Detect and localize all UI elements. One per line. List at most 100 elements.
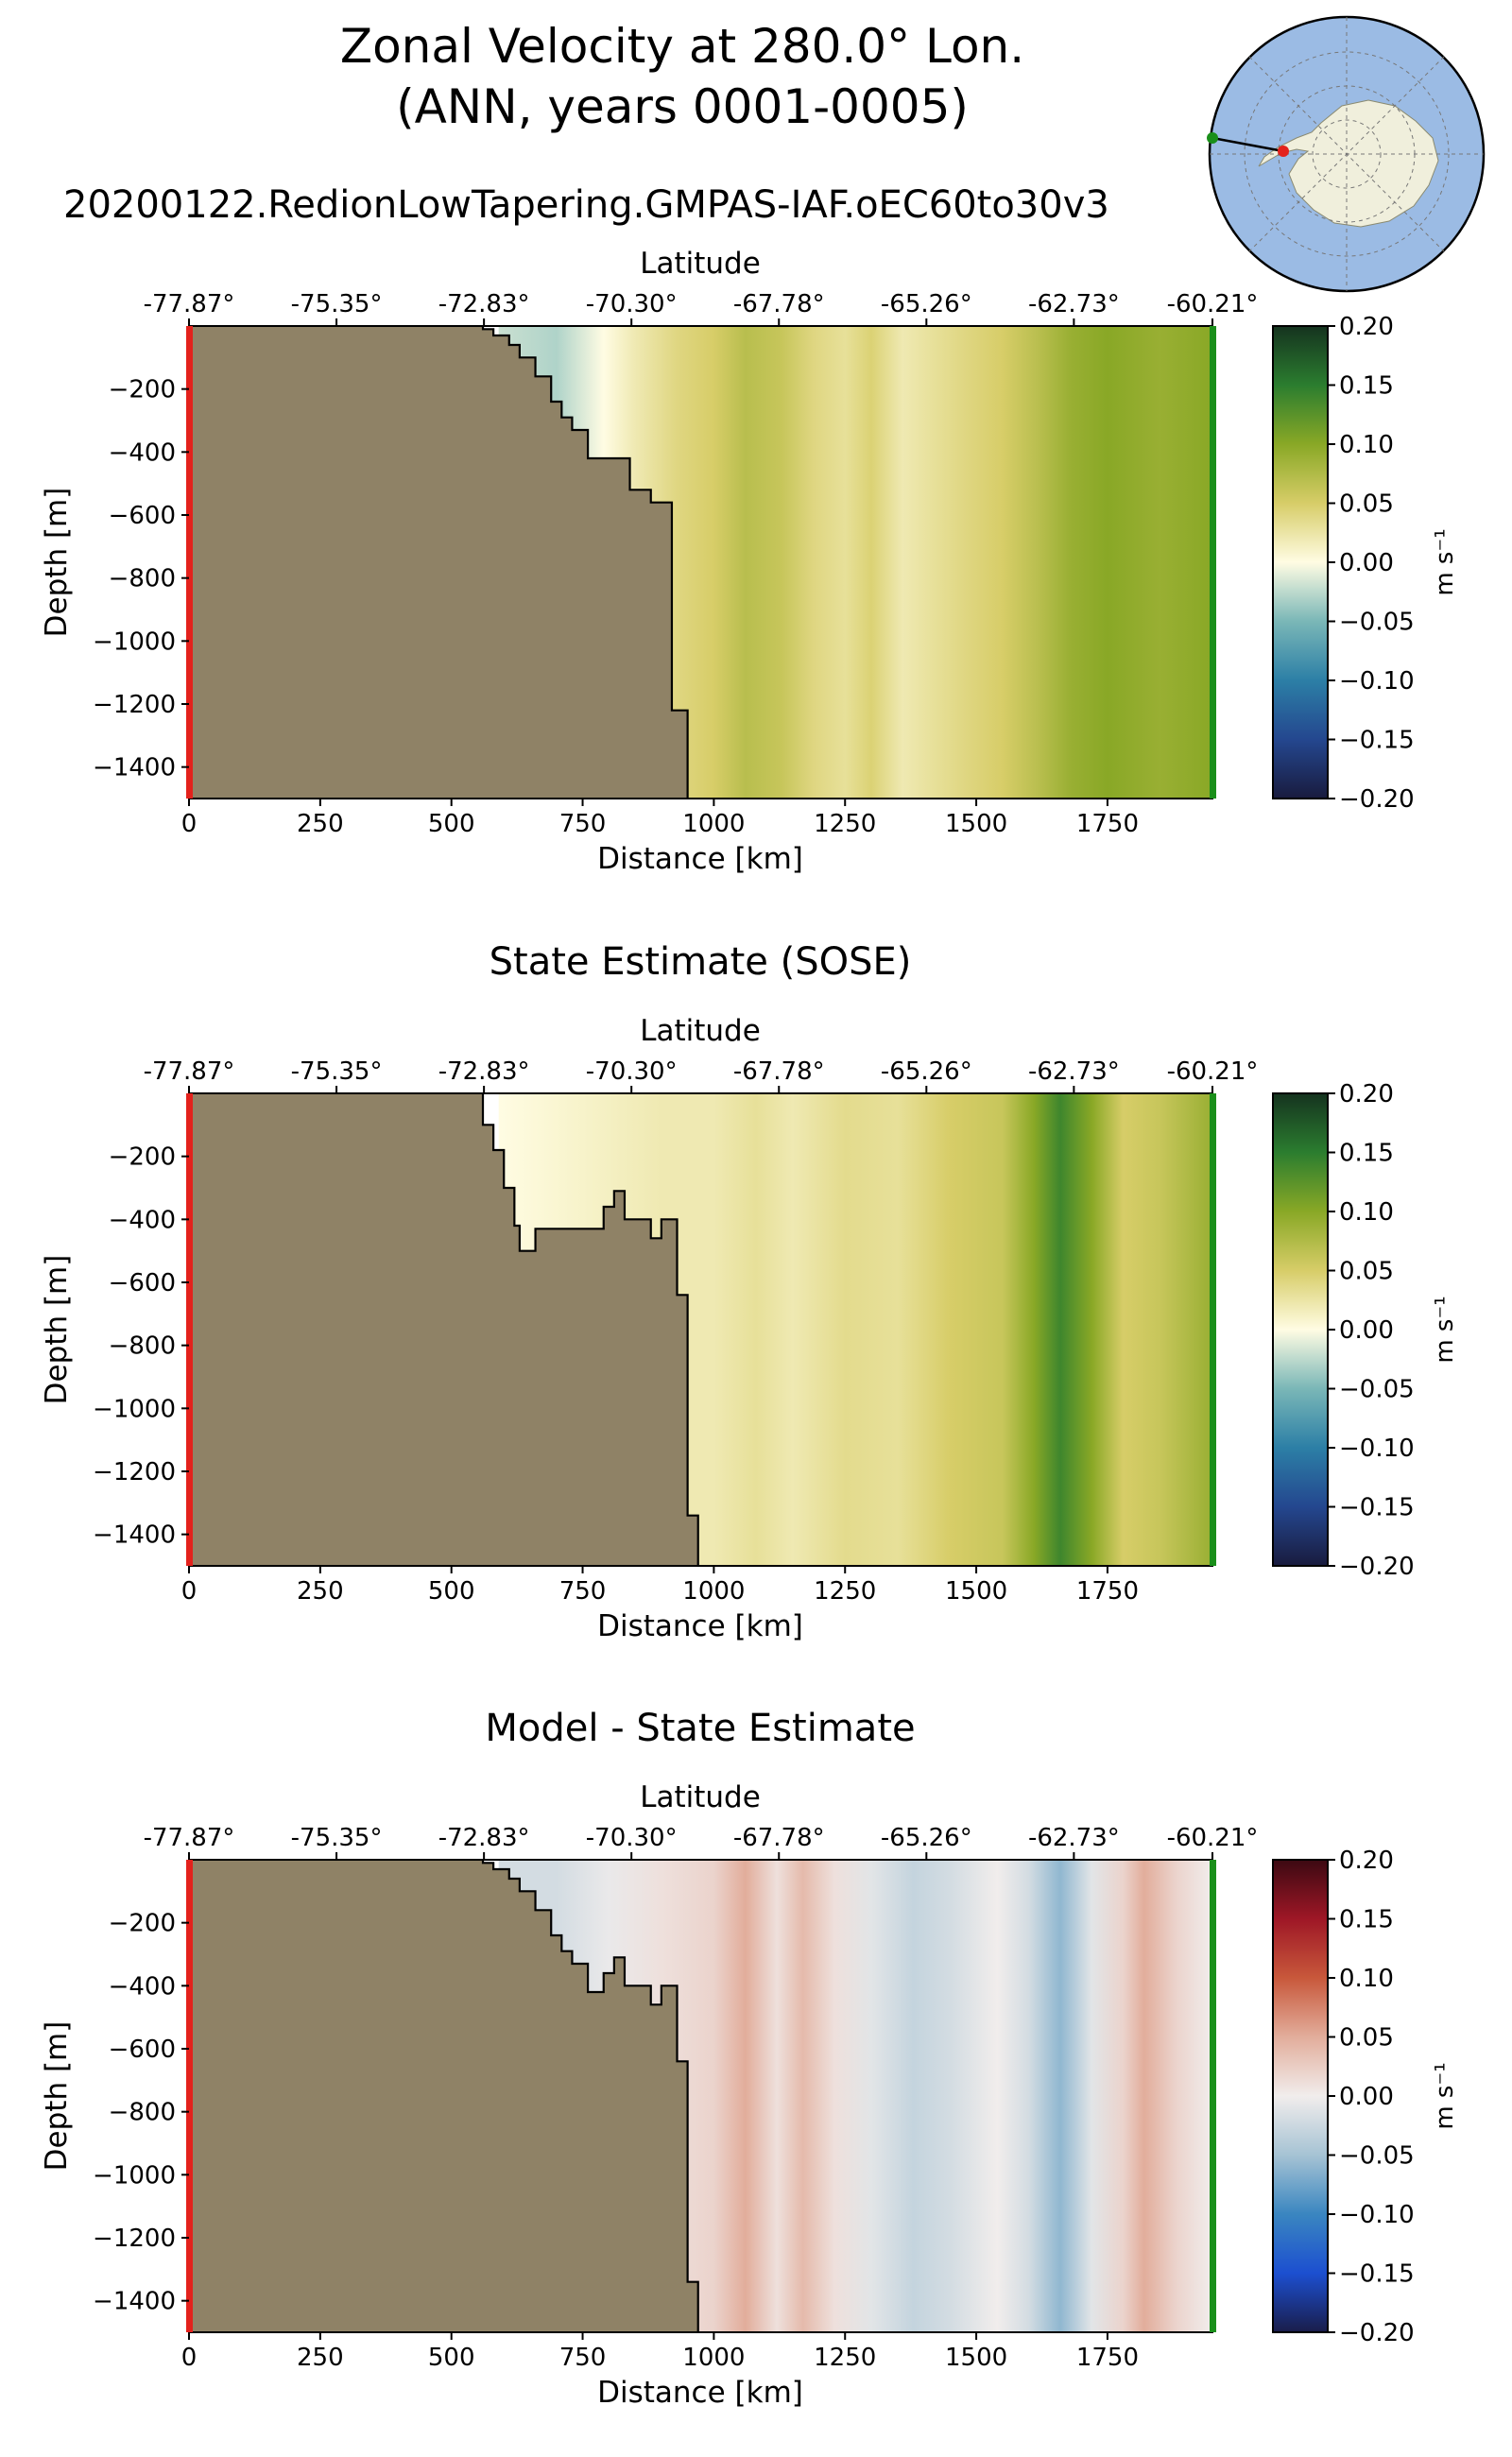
- x-tick-label: 250: [297, 2344, 344, 2372]
- map-transect-start: [1278, 146, 1289, 157]
- y-tick-label: −1400: [93, 2288, 176, 2316]
- y-tick-label: −1400: [93, 754, 176, 782]
- colorbar-tick-label: −0.15: [1339, 727, 1415, 755]
- colorbar-tick-label: 0.10: [1339, 1965, 1394, 1993]
- y-tick-label: −1400: [93, 1521, 176, 1550]
- bathymetry-land: [189, 1860, 698, 2332]
- colorbar-tick-label: 0.05: [1339, 490, 1394, 519]
- colorbar-tick-label: −0.10: [1339, 2201, 1415, 2229]
- transect-start-marker: [186, 1860, 193, 2332]
- y-tick-label: −800: [109, 565, 176, 593]
- x-tick-label: 250: [297, 1577, 344, 1606]
- bathymetry-outline: [481, 1093, 699, 1566]
- colorbar-tick-label: 0.05: [1339, 1258, 1394, 1286]
- y-tick-label: −200: [109, 1910, 176, 1938]
- lat-tick-label: -75.35°: [291, 1057, 383, 1086]
- x-tick-label: 500: [428, 810, 475, 838]
- lat-tick-label: -70.30°: [586, 1057, 678, 1086]
- lat-tick-label: -60.21°: [1167, 1824, 1259, 1852]
- x-tick-label: 0: [181, 1577, 198, 1606]
- colorbar-tick-label: 0.05: [1339, 2024, 1394, 2053]
- lat-tick-label: -67.78°: [733, 290, 825, 318]
- colorbar-tick-label: −0.05: [1339, 609, 1415, 637]
- map-antarctica: [1258, 99, 1439, 228]
- colorbar-tick-label: −0.20: [1339, 1553, 1415, 1581]
- x-tick-label: 1000: [682, 810, 745, 838]
- x-axis-label: Distance [km]: [597, 1609, 803, 1643]
- colorbar-tick-label: 0.20: [1339, 1847, 1394, 1875]
- transect-end-marker: [1210, 1093, 1216, 1566]
- lat-tick-label: -65.26°: [881, 290, 972, 318]
- lat-tick-label: -77.87°: [144, 1057, 235, 1086]
- colorbar: [1272, 325, 1329, 799]
- y-tick-label: −1000: [93, 1395, 176, 1423]
- y-tick-label: −400: [109, 438, 176, 467]
- lat-tick-label: -75.35°: [291, 290, 383, 318]
- colorbar-label: m s⁻¹: [1431, 1296, 1459, 1363]
- lat-tick-label: -72.83°: [438, 290, 530, 318]
- y-tick-label: −800: [109, 1332, 176, 1361]
- x-tick-label: 500: [428, 1577, 475, 1606]
- x-tick-label: 250: [297, 810, 344, 838]
- transect-location-map: [1207, 15, 1486, 293]
- colorbar-tick-label: 0.15: [1339, 1140, 1394, 1168]
- lat-tick-label: -72.83°: [438, 1824, 530, 1852]
- chart-panel-2: State Estimate (SOSE) 0 250 500 750 1000 1250 1…: [40, 940, 1459, 1643]
- x-tick-label: 750: [559, 1577, 607, 1606]
- y-tick-label: −1200: [93, 1458, 176, 1486]
- bathymetry-land: [189, 326, 688, 799]
- x-tick-label: 500: [428, 2344, 475, 2372]
- x-tick-label: 1500: [945, 1577, 1007, 1606]
- lat-tick-label: -77.87°: [144, 1824, 235, 1852]
- colorbar-label: m s⁻¹: [1431, 2062, 1459, 2129]
- colorbar-tick-label: 0.20: [1339, 1080, 1394, 1108]
- panel-title: State Estimate (SOSE): [490, 940, 912, 984]
- lat-tick-label: -67.78°: [733, 1057, 825, 1086]
- colorbar-tick-label: 0.10: [1339, 1198, 1394, 1227]
- transect-end-marker: [1210, 1860, 1216, 2332]
- y-tick-label: −1000: [93, 627, 176, 656]
- figure-title-line2: (ANN, years 0001-0005): [396, 79, 969, 134]
- x-tick-label: 1250: [814, 810, 876, 838]
- lat-tick-label: -70.30°: [586, 1824, 678, 1852]
- map-transect-end: [1207, 132, 1218, 144]
- colorbar-tick-label: −0.20: [1339, 785, 1415, 814]
- y-tick-label: −400: [109, 1206, 176, 1234]
- lat-tick-label: -62.73°: [1028, 1824, 1120, 1852]
- x-axis-label: Distance [km]: [597, 842, 803, 876]
- colorbar-tick-label: −0.10: [1339, 667, 1415, 696]
- x-tick-label: 0: [181, 810, 198, 838]
- colorbar-tick-label: −0.10: [1339, 1435, 1415, 1463]
- colorbar-tick-label: −0.15: [1339, 1494, 1415, 1522]
- top-axis-label: Latitude: [640, 247, 761, 281]
- colorbar-label: m s⁻¹: [1431, 528, 1459, 595]
- lat-tick-label: -60.21°: [1167, 1057, 1259, 1086]
- run-name: 20200122.RedionLowTapering.GMPAS-IAF.oEC…: [63, 183, 1109, 227]
- y-tick-label: −600: [109, 1269, 176, 1297]
- y-tick-label: −600: [109, 502, 176, 530]
- x-tick-label: 1750: [1076, 2344, 1139, 2372]
- colorbar-tick-label: −0.05: [1339, 1376, 1415, 1404]
- x-tick-label: 1500: [945, 2344, 1007, 2372]
- map-graticule: [1210, 17, 1484, 291]
- x-tick-label: 750: [559, 2344, 607, 2372]
- x-tick-label: 1250: [814, 1577, 876, 1606]
- colorbar-tick-label: −0.05: [1339, 2142, 1415, 2171]
- colorbar-tick-label: 0.10: [1339, 431, 1394, 459]
- y-tick-label: −800: [109, 2099, 176, 2127]
- map-transect-line: [1211, 136, 1284, 153]
- x-tick-label: 1000: [682, 1577, 745, 1606]
- lat-tick-label: -70.30°: [586, 290, 678, 318]
- lat-tick-label: -72.83°: [438, 1057, 530, 1086]
- x-axis-label: Distance [km]: [597, 2376, 803, 2410]
- y-tick-label: −400: [109, 1972, 176, 2001]
- lat-tick-label: -67.78°: [733, 1824, 825, 1852]
- lat-tick-label: -62.73°: [1028, 290, 1120, 318]
- bathymetry-outline: [481, 1860, 699, 2332]
- colorbar-tick-label: 0.00: [1339, 1316, 1394, 1345]
- y-tick-label: −600: [109, 2036, 176, 2064]
- lat-tick-label: -62.73°: [1028, 1057, 1120, 1086]
- colorbar-tick-label: −0.20: [1339, 2319, 1415, 2347]
- panel-title: Model - State Estimate: [485, 1707, 915, 1750]
